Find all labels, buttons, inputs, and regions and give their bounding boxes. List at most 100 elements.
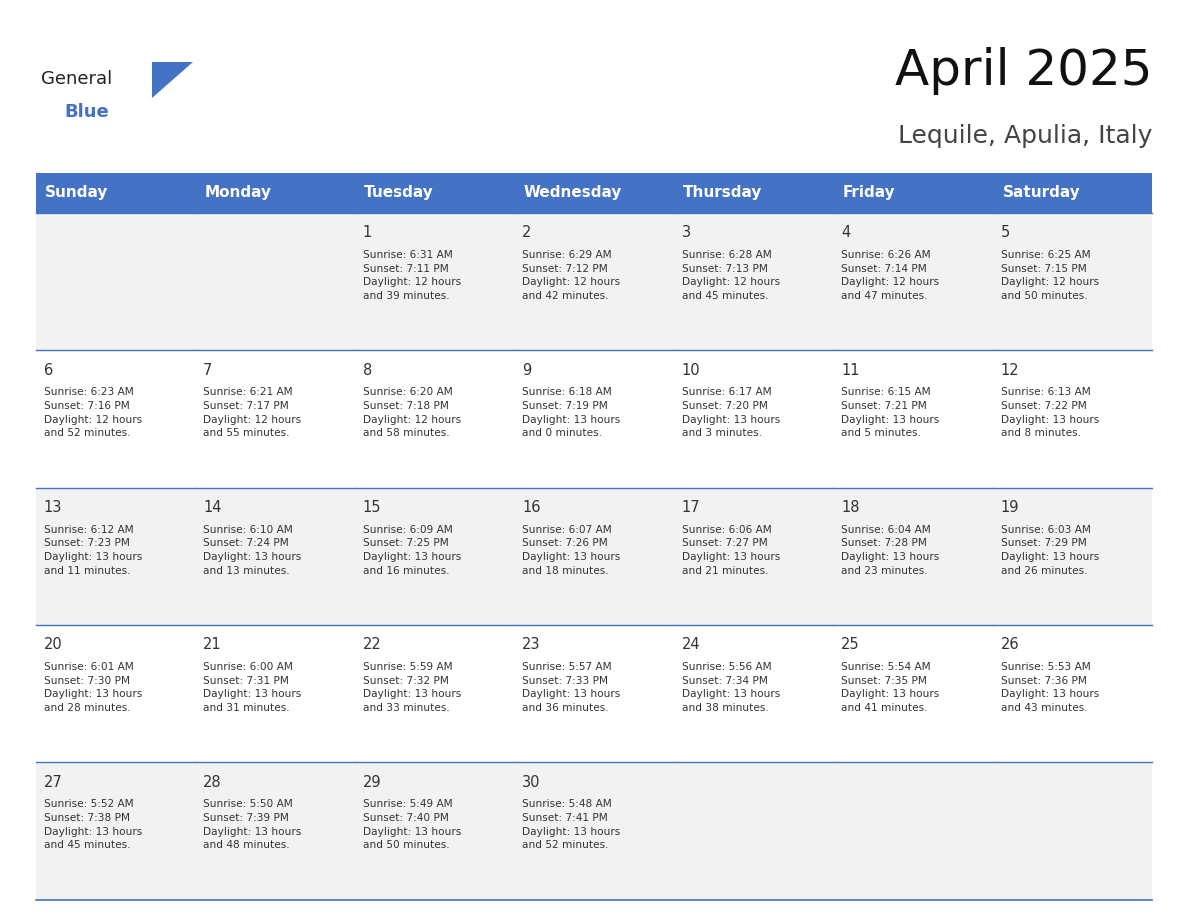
FancyBboxPatch shape xyxy=(36,213,195,351)
Text: Friday: Friday xyxy=(842,185,896,200)
FancyBboxPatch shape xyxy=(833,173,993,213)
Text: 4: 4 xyxy=(841,225,851,241)
FancyBboxPatch shape xyxy=(36,762,195,900)
FancyBboxPatch shape xyxy=(514,213,674,351)
Text: 9: 9 xyxy=(523,363,531,377)
Text: General: General xyxy=(42,70,113,88)
Text: Saturday: Saturday xyxy=(1003,185,1080,200)
Text: 30: 30 xyxy=(523,775,541,789)
Text: 6: 6 xyxy=(44,363,53,377)
Text: 18: 18 xyxy=(841,500,860,515)
Text: Sunrise: 6:28 AM
Sunset: 7:13 PM
Daylight: 12 hours
and 45 minutes.: Sunrise: 6:28 AM Sunset: 7:13 PM Dayligh… xyxy=(682,250,779,301)
FancyBboxPatch shape xyxy=(36,173,195,213)
FancyBboxPatch shape xyxy=(833,213,993,351)
Text: Sunrise: 6:15 AM
Sunset: 7:21 PM
Daylight: 13 hours
and 5 minutes.: Sunrise: 6:15 AM Sunset: 7:21 PM Dayligh… xyxy=(841,387,940,438)
FancyBboxPatch shape xyxy=(674,487,833,625)
Text: Sunrise: 6:10 AM
Sunset: 7:24 PM
Daylight: 13 hours
and 13 minutes.: Sunrise: 6:10 AM Sunset: 7:24 PM Dayligh… xyxy=(203,525,302,576)
Text: Sunrise: 6:03 AM
Sunset: 7:29 PM
Daylight: 13 hours
and 26 minutes.: Sunrise: 6:03 AM Sunset: 7:29 PM Dayligh… xyxy=(1000,525,1099,576)
FancyBboxPatch shape xyxy=(674,625,833,762)
Text: Sunrise: 5:50 AM
Sunset: 7:39 PM
Daylight: 13 hours
and 48 minutes.: Sunrise: 5:50 AM Sunset: 7:39 PM Dayligh… xyxy=(203,800,302,850)
Text: Sunrise: 6:20 AM
Sunset: 7:18 PM
Daylight: 12 hours
and 58 minutes.: Sunrise: 6:20 AM Sunset: 7:18 PM Dayligh… xyxy=(362,387,461,438)
Text: 25: 25 xyxy=(841,637,860,653)
Text: Sunday: Sunday xyxy=(45,185,108,200)
Text: 15: 15 xyxy=(362,500,381,515)
FancyBboxPatch shape xyxy=(36,487,195,625)
FancyBboxPatch shape xyxy=(195,762,355,900)
FancyBboxPatch shape xyxy=(355,213,514,351)
FancyBboxPatch shape xyxy=(674,762,833,900)
Text: Wednesday: Wednesday xyxy=(524,185,623,200)
Text: Sunrise: 6:31 AM
Sunset: 7:11 PM
Daylight: 12 hours
and 39 minutes.: Sunrise: 6:31 AM Sunset: 7:11 PM Dayligh… xyxy=(362,250,461,301)
FancyBboxPatch shape xyxy=(674,213,833,351)
Text: 29: 29 xyxy=(362,775,381,789)
FancyBboxPatch shape xyxy=(833,487,993,625)
FancyBboxPatch shape xyxy=(36,625,195,762)
FancyBboxPatch shape xyxy=(514,173,674,213)
Text: Sunrise: 5:52 AM
Sunset: 7:38 PM
Daylight: 13 hours
and 45 minutes.: Sunrise: 5:52 AM Sunset: 7:38 PM Dayligh… xyxy=(44,800,141,850)
Text: Sunrise: 6:09 AM
Sunset: 7:25 PM
Daylight: 13 hours
and 16 minutes.: Sunrise: 6:09 AM Sunset: 7:25 PM Dayligh… xyxy=(362,525,461,576)
Text: Sunrise: 6:23 AM
Sunset: 7:16 PM
Daylight: 12 hours
and 52 minutes.: Sunrise: 6:23 AM Sunset: 7:16 PM Dayligh… xyxy=(44,387,141,438)
Text: April 2025: April 2025 xyxy=(895,47,1152,95)
Text: 26: 26 xyxy=(1000,637,1019,653)
Text: 20: 20 xyxy=(44,637,62,653)
Text: 27: 27 xyxy=(44,775,62,789)
Text: 3: 3 xyxy=(682,225,691,241)
Text: 7: 7 xyxy=(203,363,213,377)
Text: Sunrise: 5:57 AM
Sunset: 7:33 PM
Daylight: 13 hours
and 36 minutes.: Sunrise: 5:57 AM Sunset: 7:33 PM Dayligh… xyxy=(523,662,620,713)
FancyBboxPatch shape xyxy=(195,173,355,213)
FancyBboxPatch shape xyxy=(36,351,195,487)
Text: Sunrise: 5:49 AM
Sunset: 7:40 PM
Daylight: 13 hours
and 50 minutes.: Sunrise: 5:49 AM Sunset: 7:40 PM Dayligh… xyxy=(362,800,461,850)
FancyBboxPatch shape xyxy=(674,173,833,213)
Text: Sunrise: 6:04 AM
Sunset: 7:28 PM
Daylight: 13 hours
and 23 minutes.: Sunrise: 6:04 AM Sunset: 7:28 PM Dayligh… xyxy=(841,525,940,576)
Text: 23: 23 xyxy=(523,637,541,653)
Text: 8: 8 xyxy=(362,363,372,377)
Text: Monday: Monday xyxy=(204,185,272,200)
Text: 1: 1 xyxy=(362,225,372,241)
FancyBboxPatch shape xyxy=(833,762,993,900)
FancyBboxPatch shape xyxy=(833,351,993,487)
FancyBboxPatch shape xyxy=(993,213,1152,351)
Text: 28: 28 xyxy=(203,775,222,789)
FancyBboxPatch shape xyxy=(195,351,355,487)
Text: Sunrise: 6:06 AM
Sunset: 7:27 PM
Daylight: 13 hours
and 21 minutes.: Sunrise: 6:06 AM Sunset: 7:27 PM Dayligh… xyxy=(682,525,781,576)
Text: 17: 17 xyxy=(682,500,701,515)
Text: Thursday: Thursday xyxy=(683,185,763,200)
FancyBboxPatch shape xyxy=(514,351,674,487)
Text: Sunrise: 6:26 AM
Sunset: 7:14 PM
Daylight: 12 hours
and 47 minutes.: Sunrise: 6:26 AM Sunset: 7:14 PM Dayligh… xyxy=(841,250,940,301)
Text: 2: 2 xyxy=(523,225,531,241)
Text: 22: 22 xyxy=(362,637,381,653)
Text: Sunrise: 6:17 AM
Sunset: 7:20 PM
Daylight: 13 hours
and 3 minutes.: Sunrise: 6:17 AM Sunset: 7:20 PM Dayligh… xyxy=(682,387,781,438)
Text: Sunrise: 6:12 AM
Sunset: 7:23 PM
Daylight: 13 hours
and 11 minutes.: Sunrise: 6:12 AM Sunset: 7:23 PM Dayligh… xyxy=(44,525,141,576)
Text: 16: 16 xyxy=(523,500,541,515)
Text: Sunrise: 5:56 AM
Sunset: 7:34 PM
Daylight: 13 hours
and 38 minutes.: Sunrise: 5:56 AM Sunset: 7:34 PM Dayligh… xyxy=(682,662,781,713)
Text: 24: 24 xyxy=(682,637,701,653)
Text: 10: 10 xyxy=(682,363,701,377)
Text: Sunrise: 6:18 AM
Sunset: 7:19 PM
Daylight: 13 hours
and 0 minutes.: Sunrise: 6:18 AM Sunset: 7:19 PM Dayligh… xyxy=(523,387,620,438)
FancyBboxPatch shape xyxy=(355,173,514,213)
Text: Sunrise: 6:01 AM
Sunset: 7:30 PM
Daylight: 13 hours
and 28 minutes.: Sunrise: 6:01 AM Sunset: 7:30 PM Dayligh… xyxy=(44,662,141,713)
Text: Sunrise: 6:07 AM
Sunset: 7:26 PM
Daylight: 13 hours
and 18 minutes.: Sunrise: 6:07 AM Sunset: 7:26 PM Dayligh… xyxy=(523,525,620,576)
FancyBboxPatch shape xyxy=(195,213,355,351)
FancyBboxPatch shape xyxy=(833,625,993,762)
Text: 14: 14 xyxy=(203,500,222,515)
FancyBboxPatch shape xyxy=(674,351,833,487)
FancyBboxPatch shape xyxy=(993,625,1152,762)
Text: Blue: Blue xyxy=(64,103,109,121)
Text: 5: 5 xyxy=(1000,225,1010,241)
FancyBboxPatch shape xyxy=(993,351,1152,487)
Text: 19: 19 xyxy=(1000,500,1019,515)
Text: 21: 21 xyxy=(203,637,222,653)
Polygon shape xyxy=(152,62,194,98)
FancyBboxPatch shape xyxy=(355,625,514,762)
FancyBboxPatch shape xyxy=(355,762,514,900)
Text: Sunrise: 5:48 AM
Sunset: 7:41 PM
Daylight: 13 hours
and 52 minutes.: Sunrise: 5:48 AM Sunset: 7:41 PM Dayligh… xyxy=(523,800,620,850)
Text: Sunrise: 6:25 AM
Sunset: 7:15 PM
Daylight: 12 hours
and 50 minutes.: Sunrise: 6:25 AM Sunset: 7:15 PM Dayligh… xyxy=(1000,250,1099,301)
Text: Sunrise: 5:54 AM
Sunset: 7:35 PM
Daylight: 13 hours
and 41 minutes.: Sunrise: 5:54 AM Sunset: 7:35 PM Dayligh… xyxy=(841,662,940,713)
FancyBboxPatch shape xyxy=(195,487,355,625)
FancyBboxPatch shape xyxy=(514,625,674,762)
Text: 12: 12 xyxy=(1000,363,1019,377)
FancyBboxPatch shape xyxy=(195,625,355,762)
FancyBboxPatch shape xyxy=(514,487,674,625)
Text: Sunrise: 5:53 AM
Sunset: 7:36 PM
Daylight: 13 hours
and 43 minutes.: Sunrise: 5:53 AM Sunset: 7:36 PM Dayligh… xyxy=(1000,662,1099,713)
Text: Sunrise: 6:13 AM
Sunset: 7:22 PM
Daylight: 13 hours
and 8 minutes.: Sunrise: 6:13 AM Sunset: 7:22 PM Dayligh… xyxy=(1000,387,1099,438)
